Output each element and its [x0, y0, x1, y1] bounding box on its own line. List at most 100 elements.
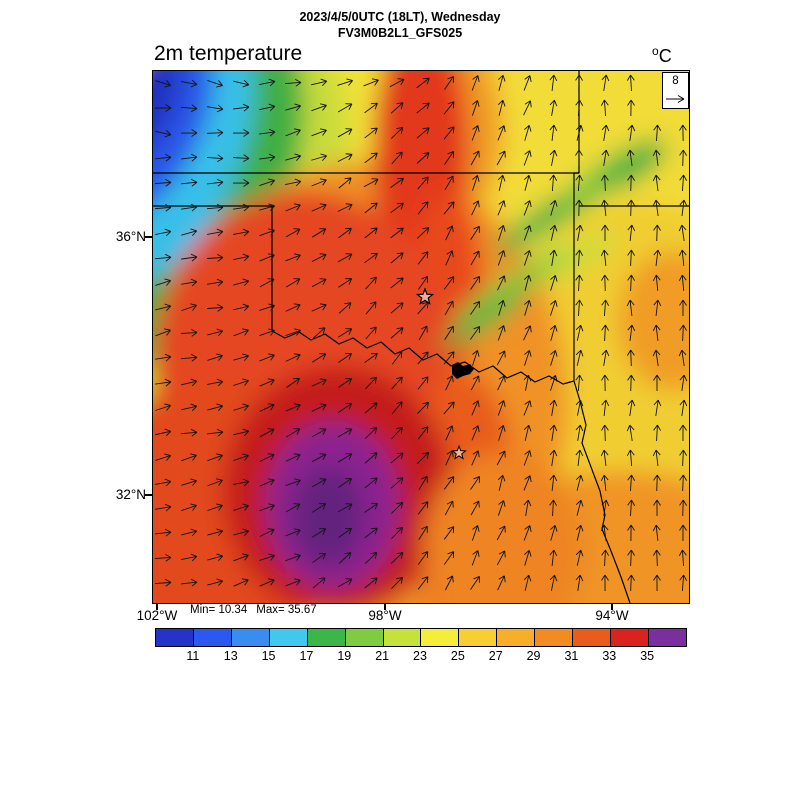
- wind-arrow-icon: [470, 500, 480, 516]
- reference-arrow-icon: [665, 95, 684, 103]
- wind-arrow-icon: [284, 78, 302, 87]
- colorbar-tick-label: 25: [450, 649, 465, 663]
- wind-arrow-icon: [155, 428, 172, 437]
- wind-arrow-icon: [364, 527, 378, 539]
- wind-arrow-icon: [233, 528, 250, 537]
- wind-arrow-icon: [233, 353, 250, 361]
- wind-arrow-icon: [233, 578, 249, 587]
- city-star-markers: [415, 287, 467, 460]
- wind-arrow-icon: [416, 77, 430, 89]
- wind-arrow-icon: [233, 553, 249, 562]
- wind-arrow-icon: [259, 503, 275, 512]
- wind-arrow-icon: [207, 328, 224, 337]
- wind-arrow-icon: [498, 300, 506, 316]
- wind-arrow-icon: [679, 424, 687, 442]
- wind-arrow-icon: [364, 503, 379, 513]
- wind-arrow-icon: [180, 178, 198, 187]
- axis-tick: [384, 603, 386, 610]
- axis-tick: [156, 603, 158, 610]
- wind-arrow-icon: [601, 149, 610, 166]
- wind-arrow-icon: [181, 453, 197, 462]
- wind-arrow-icon: [524, 300, 532, 316]
- wind-arrow-icon: [470, 275, 480, 290]
- wind-arrow-icon: [679, 449, 687, 467]
- wind-arrow-icon: [497, 74, 506, 91]
- wind-arrow-icon: [233, 478, 250, 487]
- wind-arrow-icon: [653, 549, 661, 567]
- wind-arrow-icon: [337, 503, 353, 513]
- wind-arrow-icon: [233, 79, 250, 88]
- wind-arrow-icon: [181, 553, 198, 562]
- wind-arrow-icon: [155, 129, 172, 138]
- wind-arrow-icon: [550, 324, 558, 341]
- wind-arrow-icon: [471, 400, 480, 416]
- wind-arrow-icon: [155, 228, 172, 237]
- wind-arrow-icon: [364, 152, 378, 164]
- wind-arrow-icon: [627, 549, 635, 567]
- wind-arrow-icon: [652, 524, 661, 542]
- state-borders: [153, 71, 689, 603]
- wind-arrow-icon: [444, 300, 454, 316]
- wind-arrow-icon: [496, 550, 506, 566]
- wind-arrow-icon: [207, 478, 223, 487]
- wind-arrow-icon: [390, 302, 404, 314]
- wind-arrow-icon: [550, 300, 558, 316]
- wind-arrow-icon: [443, 551, 455, 565]
- wind-arrow-icon: [155, 453, 171, 461]
- colorbar-labels: 11 13 15 17 19 21 23 25 27 29 31 33 35: [155, 649, 685, 665]
- units-letter: C: [658, 46, 672, 66]
- wind-arrow-icon: [575, 549, 584, 566]
- wind-arrow-icon: [497, 200, 506, 216]
- max-value: Max= 35.67: [256, 604, 317, 616]
- wind-arrow-icon: [679, 174, 688, 192]
- wind-arrow-icon: [391, 401, 403, 415]
- wind-arrow-icon: [443, 401, 455, 415]
- wind-arrow-icon: [575, 399, 584, 416]
- wind-arrow-icon: [497, 250, 506, 266]
- wind-arrow-icon: [416, 102, 430, 114]
- wind-arrow-icon: [653, 224, 661, 242]
- wind-arrow-icon: [678, 249, 687, 267]
- wind-arrow-icon: [497, 325, 506, 341]
- wind-arrow-icon: [471, 450, 480, 466]
- wind-arrow-icon: [443, 351, 455, 365]
- wind-arrow-icon: [181, 403, 198, 412]
- wind-arrow-icon: [312, 552, 326, 563]
- wind-arrow-icon: [391, 151, 403, 165]
- wind-arrow-icon: [653, 499, 661, 517]
- wind-arrow-icon: [600, 99, 609, 117]
- wind-arrow-icon: [311, 228, 327, 238]
- wind-arrow-icon: [391, 526, 404, 540]
- wind-arrow-icon: [523, 75, 532, 91]
- wind-arrow-icon: [233, 203, 250, 212]
- wind-arrow-icon: [338, 353, 353, 363]
- wind-arrow-icon: [652, 449, 661, 466]
- colorbar-tick-label: 33: [602, 649, 617, 663]
- wind-arrow-icon: [206, 203, 224, 212]
- wind-arrow-icon: [233, 378, 249, 386]
- wind-arrow-icon: [471, 75, 480, 91]
- wind-arrow-icon: [601, 124, 610, 141]
- wind-arrow-icon: [233, 278, 250, 287]
- wind-arrow-icon: [678, 549, 687, 567]
- colorbar-segment: [648, 629, 686, 646]
- wind-arrow-icon: [390, 327, 404, 339]
- wind-arrow-icon: [338, 527, 352, 538]
- wind-arrow-icon: [497, 400, 506, 416]
- wind-arrow-icon: [337, 578, 353, 588]
- wind-arrow-icon: [549, 424, 558, 441]
- wind-arrow-icon: [472, 350, 480, 366]
- wind-arrow-icon: [600, 174, 609, 192]
- wind-arrow-icon: [181, 503, 197, 511]
- wind-arrow-icon: [575, 424, 584, 441]
- wind-arrow-icon: [154, 528, 172, 537]
- colorbar-segment: [307, 629, 346, 646]
- wind-arrow-icon: [549, 499, 558, 517]
- wind-arrow-icon: [259, 178, 275, 186]
- wind-arrow-icon: [627, 224, 636, 242]
- wind-arrow-icon: [155, 378, 172, 387]
- wind-arrow-icon: [155, 478, 172, 487]
- vector-reference-value: 8: [672, 75, 679, 87]
- wind-arrow-icon: [523, 525, 532, 541]
- wind-arrow-icon: [550, 375, 558, 391]
